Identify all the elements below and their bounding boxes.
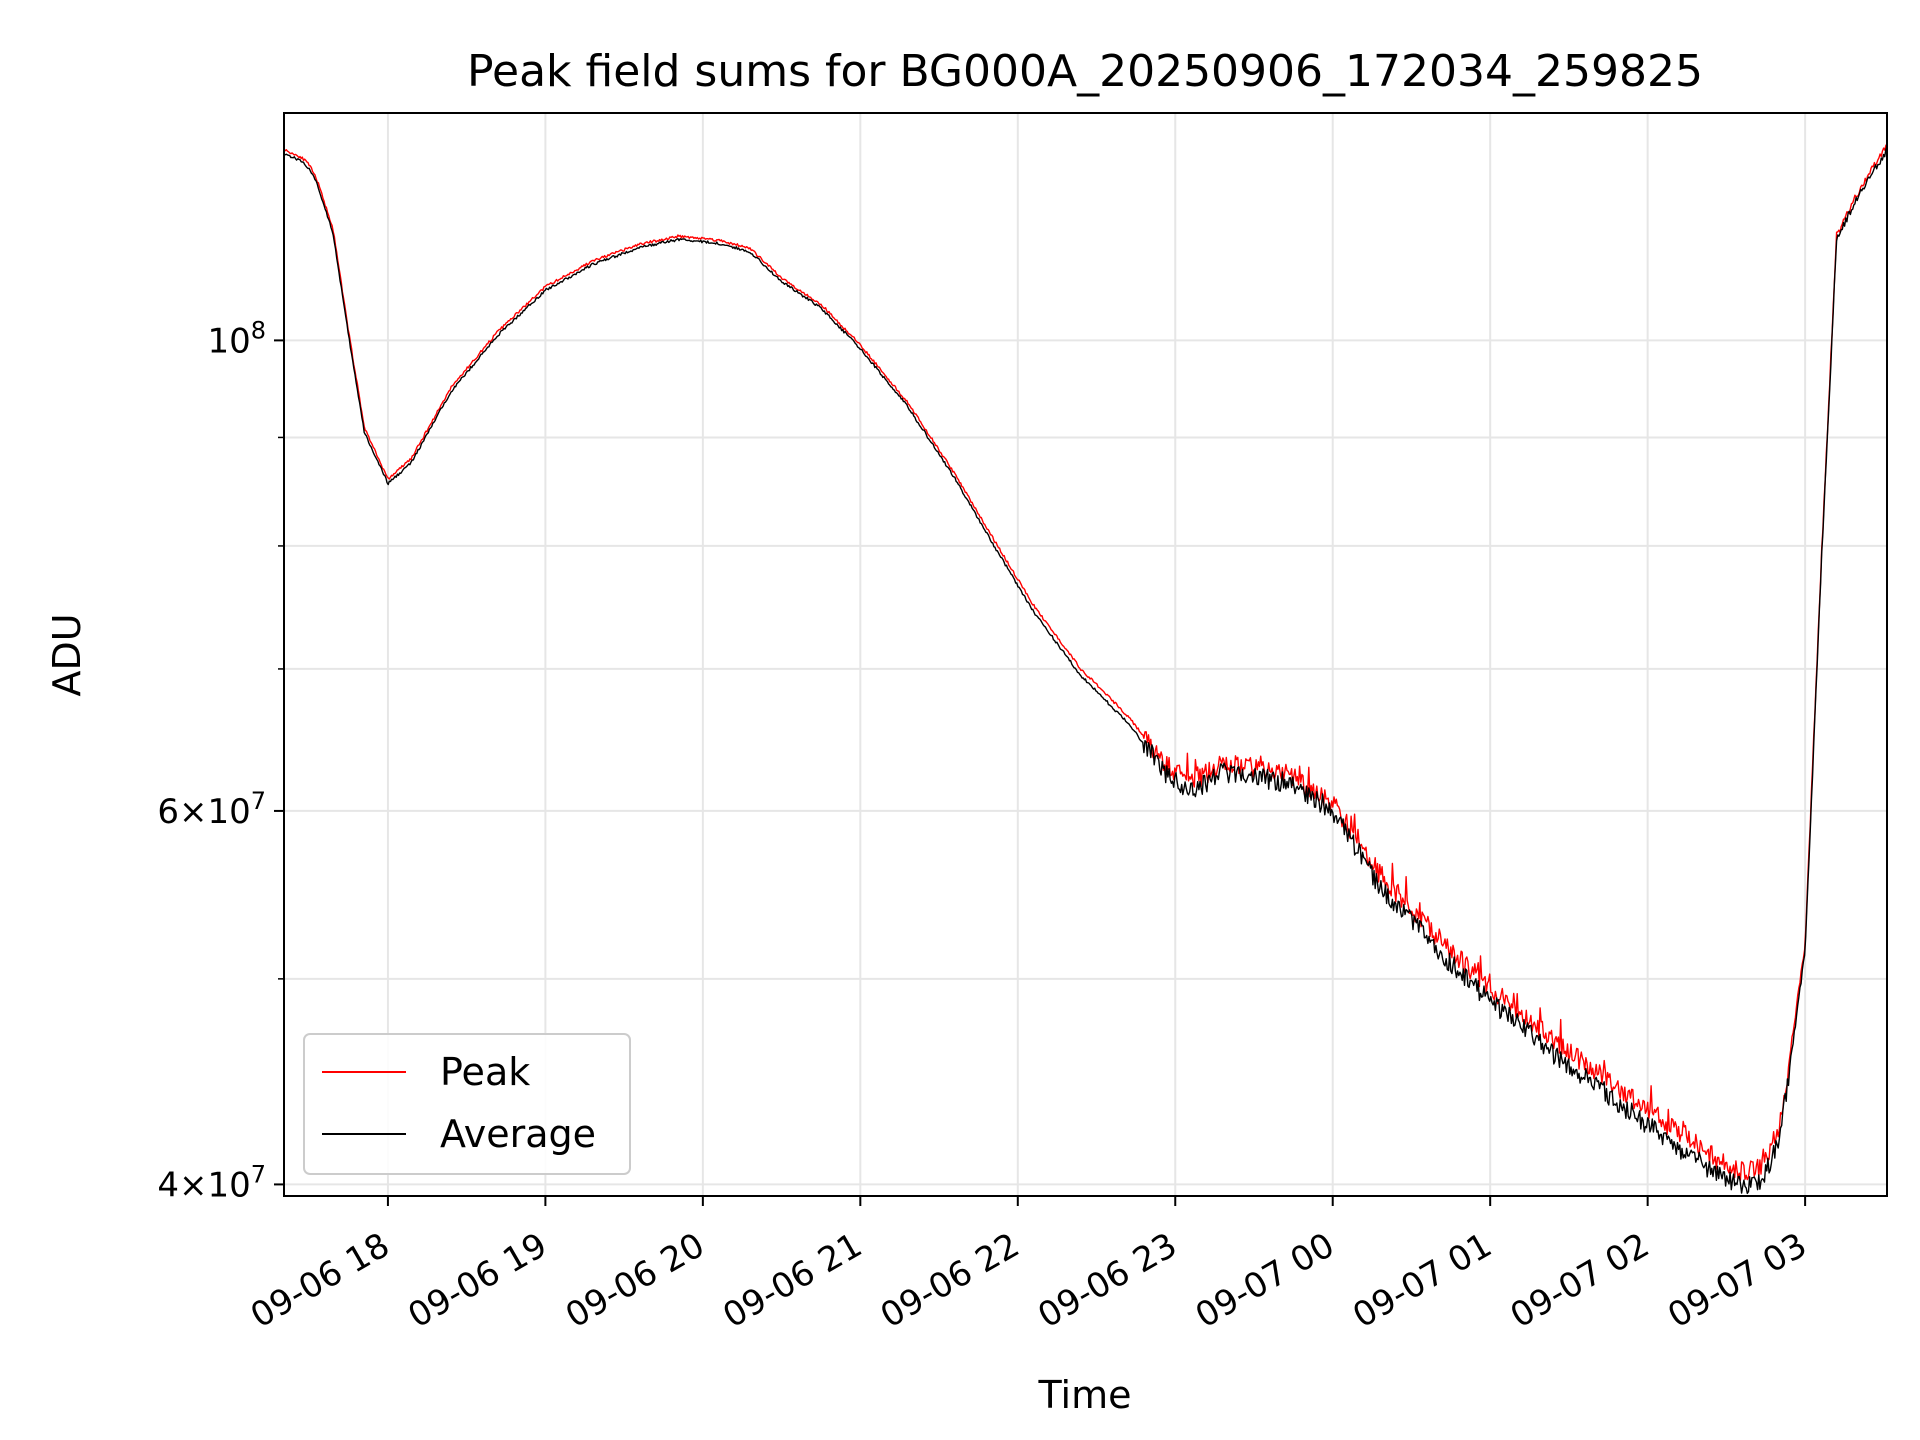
y-tick-label: 4×107 bbox=[157, 1160, 266, 1205]
series-layer bbox=[283, 143, 1888, 1195]
plot-frame bbox=[283, 112, 1888, 1197]
chart-title: Peak field sums for BG000A_20250906_1720… bbox=[467, 46, 1703, 97]
legend-box bbox=[303, 1033, 631, 1175]
x-axis-label: Time bbox=[1038, 1373, 1132, 1417]
grid-layer bbox=[284, 113, 1887, 1196]
y-axis-label: ADU bbox=[45, 613, 89, 696]
legend-peak-label: Peak bbox=[440, 1050, 530, 1094]
series-line-peak bbox=[283, 143, 1888, 1181]
y-tick-label: 108 bbox=[207, 316, 266, 361]
legend: Peak Average bbox=[303, 1033, 631, 1175]
legend-average-label: Average bbox=[440, 1112, 596, 1156]
series-line-average bbox=[284, 146, 1888, 1195]
y-tick-label: 6×107 bbox=[157, 787, 266, 832]
